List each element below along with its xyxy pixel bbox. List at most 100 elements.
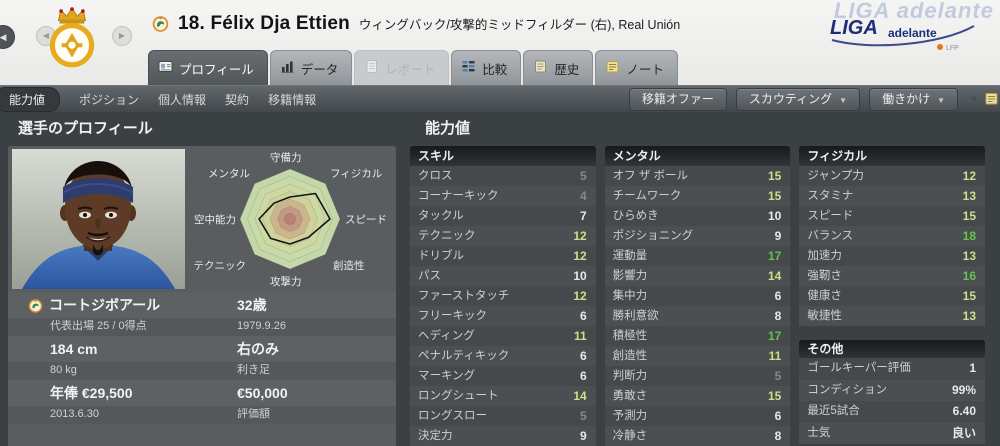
attribute-label: テクニック: [418, 230, 476, 242]
tab-label: データ: [300, 62, 339, 77]
compare-icon: [461, 59, 476, 77]
player-photo: [12, 149, 185, 289]
attribute-row: ドリブル 12: [410, 246, 596, 266]
attribute-row: 強靭さ 16: [799, 266, 986, 286]
note-icon[interactable]: [985, 92, 998, 110]
attribute-row: バランス 18: [799, 226, 986, 246]
attribute-row: 勇敢さ 15: [604, 386, 791, 406]
subtab-transfer[interactable]: 移籍情報: [268, 92, 317, 107]
attribute-value: 8: [774, 309, 782, 323]
attribute-label: クロス: [418, 170, 453, 182]
attribute-row: スピード 15: [799, 206, 986, 226]
attribute-label: 決定力: [418, 430, 453, 442]
attribute-value: 16: [962, 269, 977, 283]
attribute-value: 12: [573, 249, 587, 263]
attribute-row: 影響力 14: [604, 266, 791, 286]
attributes-column-physical: フィジカル ジャンプ力 12 スタミナ 13 スピード 15 バランス 18 加速力 13 強靭さ 16…: [799, 146, 986, 446]
attribute-row: 決定力 9: [410, 426, 596, 446]
attribute-row: 敏捷性 13: [799, 306, 986, 326]
radar-axis-label: 守備力: [270, 152, 302, 164]
tab-compare[interactable]: 比較: [451, 50, 522, 85]
attribute-value: 6: [579, 369, 587, 383]
attribute-row: チームワーク 15: [604, 186, 791, 206]
profile-panel-heading: 選手のプロフィール: [18, 120, 153, 137]
attribute-value: 15: [767, 389, 782, 403]
subtab-attributes[interactable]: 能力値: [0, 86, 61, 112]
attribute-value: 6: [579, 349, 587, 363]
tab-history[interactable]: 歴史: [523, 50, 594, 85]
scouting-button[interactable]: スカウティング ▼: [735, 88, 861, 111]
attribute-label: 判断力: [612, 370, 648, 382]
attribute-row: パス 10: [410, 266, 596, 286]
attribute-row: 冷静さ 8: [604, 426, 791, 446]
info-row-weight-footlabel: 80 kg 利き足: [8, 362, 396, 380]
attribute-value: 10: [573, 269, 587, 283]
back-arrow-button[interactable]: ◀: [0, 25, 15, 49]
attribute-label: バランス: [807, 230, 854, 242]
attribute-row: フリーキック 6: [410, 306, 596, 326]
attribute-value: 良い: [952, 425, 977, 440]
attribute-label: 勝利意欲: [612, 310, 659, 322]
attribute-value: 15: [962, 209, 977, 223]
radar-axis-label: スピード: [345, 214, 387, 226]
player-profile-panel: 守備力 フィジカル スピード 創造性 攻撃力 テクニック 空中能力 メンタル コートジボアール…: [8, 146, 396, 446]
profile-card-icon: [158, 59, 173, 77]
attribute-row: 加速力 13: [799, 246, 986, 266]
info-row-nationality-age: コートジボアール 32歳: [8, 292, 396, 318]
attribute-row: ロングスロー 5: [410, 406, 596, 426]
next-club-arrow[interactable]: ▶: [112, 26, 132, 46]
info-row-wage-value: 年俸 €29,500 €50,000: [8, 380, 396, 406]
tab-profile[interactable]: プロフィール: [148, 50, 268, 85]
attribute-label: 勇敢さ: [612, 390, 648, 402]
attribute-section-header: スキル: [410, 146, 596, 166]
attributes-section: スキル クロス 5 コーナーキック 4 タックル 7 テクニック 12 ドリブル 12 パス 10 ファー…: [410, 146, 986, 446]
tab-notes[interactable]: ノート: [595, 50, 678, 85]
subtab-personal[interactable]: 個人情報: [158, 92, 207, 107]
attribute-label: 加速力: [807, 250, 842, 262]
tab-report: レポート: [354, 50, 450, 85]
attribute-label: コーナーキック: [418, 190, 499, 202]
transfer-offer-button[interactable]: 移籍オファー: [628, 88, 727, 111]
radar-axis-label: 創造性: [333, 260, 365, 272]
attribute-label: 運動量: [612, 250, 648, 262]
attribute-value: 15: [767, 169, 782, 183]
league-logo-ghost: LIGA adelante: [833, 0, 994, 23]
attribute-value: 12: [573, 289, 587, 303]
attribute-row: ロングシュート 14: [410, 386, 596, 406]
attribute-label: ひらめき: [612, 210, 659, 222]
attribute-row: コンディション 99%: [799, 379, 986, 401]
attribute-value: 6: [774, 289, 782, 303]
attribute-value: 4: [579, 189, 587, 203]
attribute-value: 17: [767, 329, 782, 343]
attribute-label: コンディション: [807, 383, 888, 396]
approach-button[interactable]: 働きかけ ▼: [869, 88, 958, 111]
attribute-row: 運動量 17: [604, 246, 791, 266]
info-row-contract-valuelabel: 2013.6.30 評価額: [8, 406, 396, 424]
info-row-caps-dob: 代表出場 25 / 0得点 1979.9.26: [8, 318, 396, 336]
tab-data[interactable]: データ: [269, 50, 353, 85]
attribute-value: 9: [579, 429, 587, 443]
subtab-contract[interactable]: 契約: [225, 92, 250, 107]
attribute-row: ペナルティキック 6: [410, 346, 596, 366]
attribute-row: マーキング 6: [410, 366, 596, 386]
attribute-value: 7: [579, 209, 587, 223]
subtab-positions[interactable]: ポジション: [79, 92, 140, 107]
player-title: 18. Félix Dja Ettien: [178, 13, 350, 34]
nation-badge-icon: [28, 295, 43, 321]
attribute-value: 14: [573, 389, 587, 403]
attribute-label: チームワーク: [612, 190, 682, 202]
attribute-row: テクニック 12: [410, 226, 596, 246]
favorite-star-icon[interactable]: ★: [967, 90, 980, 106]
attribute-label: ロングシュート: [418, 390, 499, 402]
attribute-label: タックル: [418, 210, 464, 222]
sub-toolbar: 能力値 ポジション 個人情報 契約 移籍情報 移籍オファー スカウティング ▼ 働…: [0, 85, 1000, 112]
attribute-label: 積極性: [612, 330, 648, 342]
tab-label: 比較: [482, 62, 508, 77]
league-logo-secondary: adelante: [888, 26, 937, 40]
attribute-row: スタミナ 13: [799, 186, 986, 206]
attribute-row: ヘディング 11: [410, 326, 596, 346]
attribute-row: 勝利意欲 8: [604, 306, 791, 326]
attribute-row: 最近5試合 6.40: [799, 401, 986, 423]
attribute-value: 11: [573, 329, 587, 343]
attribute-label: ファーストタッチ: [418, 290, 510, 302]
